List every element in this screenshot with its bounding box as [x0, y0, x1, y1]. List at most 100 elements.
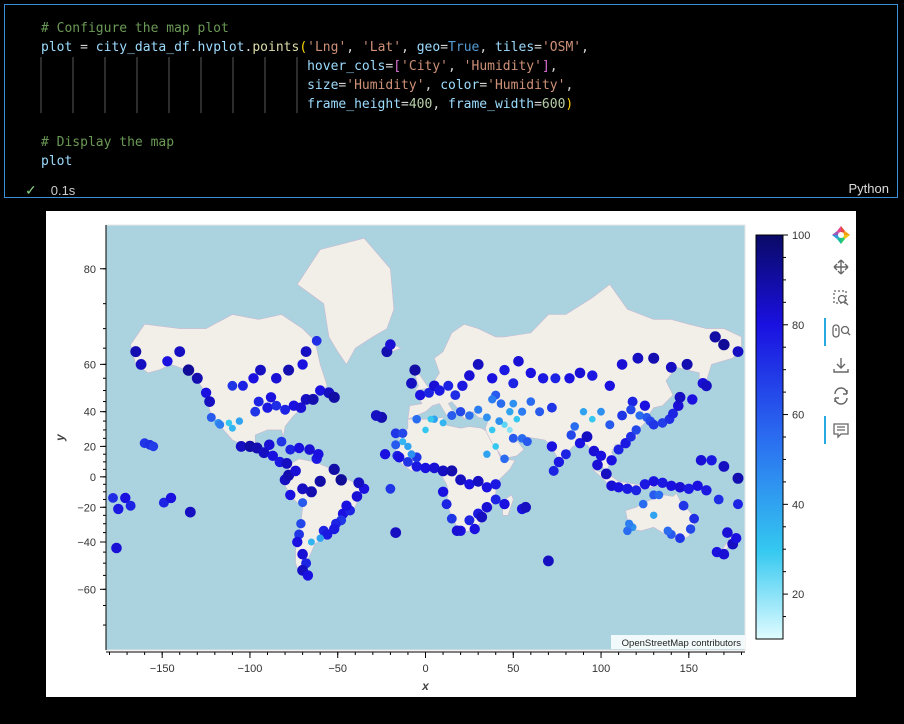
city-point[interactable] — [280, 404, 291, 415]
city-point[interactable] — [125, 500, 136, 511]
city-point[interactable] — [267, 450, 278, 461]
city-point[interactable] — [422, 426, 429, 434]
city-point[interactable] — [469, 523, 480, 535]
city-point[interactable] — [300, 346, 312, 357]
city-point[interactable] — [566, 430, 576, 440]
city-point[interactable] — [487, 373, 498, 384]
city-point[interactable] — [718, 548, 730, 560]
city-point[interactable] — [613, 482, 624, 493]
city-point[interactable] — [429, 462, 440, 474]
city-point[interactable] — [689, 513, 699, 524]
city-point[interactable] — [713, 494, 724, 505]
city-point[interactable] — [631, 485, 642, 496]
city-point[interactable] — [587, 370, 598, 381]
city-point[interactable] — [455, 407, 466, 417]
city-point[interactable] — [546, 441, 558, 452]
city-point[interactable] — [481, 502, 493, 513]
city-point[interactable] — [302, 570, 314, 581]
city-point[interactable] — [390, 527, 402, 538]
city-point[interactable] — [513, 415, 521, 423]
city-point[interactable] — [543, 555, 554, 567]
city-point[interactable] — [496, 399, 506, 408]
city-point[interactable] — [407, 450, 416, 459]
city-point[interactable] — [329, 523, 340, 535]
city-point[interactable] — [657, 477, 668, 488]
city-point[interactable] — [262, 402, 273, 413]
city-point[interactable] — [420, 462, 431, 474]
city-point[interactable] — [492, 443, 500, 450]
city-point[interactable] — [285, 444, 296, 455]
city-point[interactable] — [674, 391, 686, 403]
city-point[interactable] — [297, 359, 308, 370]
city-point[interactable] — [322, 529, 333, 540]
city-point[interactable] — [258, 447, 270, 459]
notebook-code-cell[interactable]: # Configure the map plot plot = city_data… — [4, 4, 898, 198]
city-point[interactable] — [550, 373, 561, 384]
city-point[interactable] — [191, 372, 203, 384]
city-point[interactable] — [409, 364, 421, 376]
city-point[interactable] — [654, 490, 664, 500]
city-point[interactable] — [474, 405, 483, 414]
city-point[interactable] — [635, 411, 644, 420]
city-point[interactable] — [668, 408, 678, 419]
city-point[interactable] — [370, 410, 382, 421]
city-point[interactable] — [579, 408, 588, 416]
city-point[interactable] — [472, 475, 484, 487]
city-point[interactable] — [305, 486, 317, 498]
city-point[interactable] — [506, 408, 514, 416]
pan-tool-icon[interactable] — [833, 259, 849, 275]
city-point[interactable] — [627, 396, 638, 407]
city-point[interactable] — [673, 400, 684, 411]
city-point[interactable] — [709, 331, 721, 343]
city-point[interactable] — [271, 400, 282, 411]
city-point[interactable] — [276, 436, 287, 447]
reset-tool-icon[interactable] — [834, 387, 848, 405]
city-point[interactable] — [488, 426, 496, 434]
city-point[interactable] — [403, 457, 413, 467]
city-point[interactable] — [626, 405, 636, 415]
city-point[interactable] — [722, 527, 733, 538]
city-point[interactable] — [731, 533, 742, 544]
city-point[interactable] — [464, 515, 475, 526]
city-point[interactable] — [481, 482, 493, 493]
city-point[interactable] — [135, 359, 147, 370]
city-point[interactable] — [589, 415, 596, 423]
city-point[interactable] — [499, 498, 510, 510]
city-point[interactable] — [537, 373, 549, 384]
city-point[interactable] — [518, 407, 527, 416]
city-point[interactable] — [455, 474, 466, 486]
city-point[interactable] — [525, 367, 536, 379]
cell-language-label[interactable]: Python — [848, 181, 889, 196]
city-point[interactable] — [465, 411, 474, 420]
city-point[interactable] — [307, 393, 319, 405]
city-point[interactable] — [476, 511, 488, 523]
city-point[interactable] — [250, 406, 261, 417]
city-point[interactable] — [522, 437, 532, 447]
city-point[interactable] — [701, 485, 712, 496]
city-point[interactable] — [490, 479, 501, 490]
city-point[interactable] — [597, 407, 605, 416]
city-point[interactable] — [501, 421, 508, 428]
city-point[interactable] — [574, 367, 586, 379]
city-point[interactable] — [434, 385, 445, 396]
city-point[interactable] — [499, 364, 510, 376]
city-point[interactable] — [508, 378, 519, 389]
city-point[interactable] — [695, 455, 707, 466]
city-point[interactable] — [385, 483, 396, 494]
city-point[interactable] — [605, 420, 615, 430]
city-point[interactable] — [626, 431, 636, 442]
city-point[interactable] — [732, 346, 744, 357]
city-point[interactable] — [613, 444, 624, 455]
city-point[interactable] — [606, 455, 617, 466]
city-point[interactable] — [574, 438, 586, 449]
city-point[interactable] — [446, 513, 457, 524]
city-point[interactable] — [130, 346, 142, 358]
city-point[interactable] — [616, 359, 628, 370]
city-point[interactable] — [483, 413, 491, 422]
city-point[interactable] — [526, 397, 536, 406]
code-editor[interactable]: # Configure the map plot plot = city_data… — [41, 19, 589, 171]
city-point[interactable] — [617, 410, 627, 421]
city-point[interactable] — [685, 524, 696, 534]
city-point[interactable] — [488, 395, 497, 404]
attribution-text[interactable]: OpenStreetMap contributors — [622, 638, 742, 649]
